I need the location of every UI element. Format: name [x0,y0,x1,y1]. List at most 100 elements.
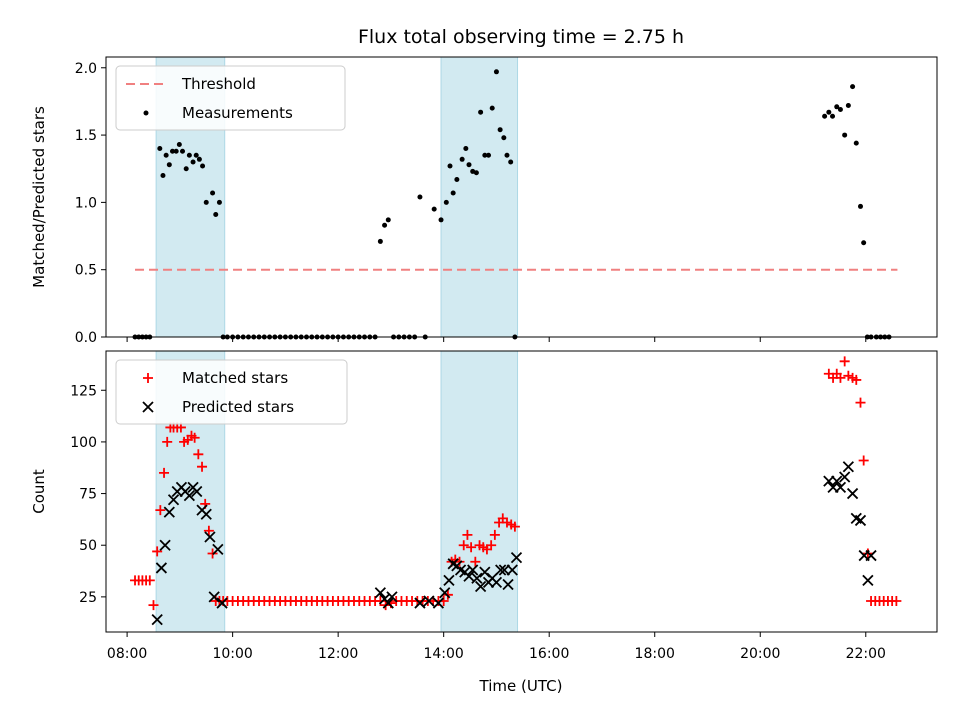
legend-box [115,65,346,131]
measurement-point [478,109,484,115]
predicted-star-point [831,475,843,487]
legend: Matched stars Predicted stars [115,359,348,425]
x-tick-label: 18:00 [635,646,675,662]
predicted-star-point [471,572,483,584]
matched-star-point [203,525,214,536]
measurement-point [385,217,391,223]
observing-interval-2 [440,56,519,338]
predicted-star-point [183,489,196,502]
predicted-star-point [163,506,175,518]
matched-star-point [835,372,846,383]
y-tick-label: 100 [70,435,97,451]
predicted-star-point [467,564,479,576]
bottom-panel: 25 50 75 100 125 Count Matched stars Predicted … [30,350,938,637]
axes-frame [105,56,938,338]
x-tick-label: 14:00 [423,646,463,662]
matched-star-point [489,529,500,540]
legend-swatch [142,401,154,413]
legend-label: Predicted stars [182,398,294,416]
predicted-star-point [212,543,224,555]
matched-star-point [486,540,497,551]
legend-box [115,359,348,425]
measurement-point [203,199,209,205]
matched-star-point [462,529,473,540]
x-tick-label: 08:00 [107,646,147,662]
predicted-star-point [474,580,487,593]
measurement-point [163,152,169,158]
predicted-star-point [423,595,435,607]
legend-label: Matched stars [182,369,288,387]
matched-star-point [152,546,163,557]
matched-star-point [193,449,204,460]
measurement-point [466,162,472,168]
y-tick-label: 0.0 [75,330,97,346]
axes-frame [105,350,938,633]
measurement-point [382,222,388,228]
x-tick-label: 16:00 [529,646,569,662]
predicted-star-point [382,597,394,609]
measurement-point [463,146,469,152]
x-tick-label: 10:00 [212,646,252,662]
predicted-star-point [862,574,874,586]
matched-star-point [858,455,869,466]
measurement-point [486,152,492,158]
measurement-point [504,152,510,158]
legend-swatch [143,110,149,116]
predicted-star-point [159,539,171,551]
measurement-point [190,159,196,165]
y-tick-label: 25 [79,590,97,606]
measurement-point [834,104,840,110]
y-tick-label: 1.5 [75,128,97,144]
matched-star-point [162,436,173,447]
predicted-star-point [200,508,212,520]
measurement-point [822,113,828,119]
predicted-star-point [495,564,507,576]
measurement-point [857,203,863,209]
chart-title: Flux total observing time = 2.75 h [358,26,684,48]
y-tick-label: 0.5 [75,263,97,279]
measurements-series [132,69,892,340]
legend-label: Threshold [181,75,256,93]
predicted-star-point [439,587,451,599]
legend-label: Measurements [182,104,293,122]
measurement-point [417,194,423,200]
measurement-point [842,132,848,138]
matched-star-point [509,521,520,532]
measurement-point [157,146,163,152]
predicted-star-point [151,613,163,626]
predicted-star-point [191,485,203,498]
matched-star-point [851,374,862,385]
measurement-point [454,177,460,182]
matched-star-point [148,600,159,611]
legend-swatch [143,373,153,383]
measurement-point [176,142,182,147]
measurement-point [861,240,867,246]
matched-star-point [891,596,902,607]
measurement-point [193,152,199,158]
measurement-point [450,190,456,196]
observing-interval-2 [440,350,519,633]
measurement-point [459,156,465,162]
measurement-point [173,148,179,154]
predicted-star-point [386,591,398,603]
measurement-point [826,109,832,115]
measurement-point [166,162,172,168]
measurement-point [169,148,175,154]
matched-star-point [189,432,200,443]
matched-star-point [470,556,481,567]
measurement-point [830,113,836,119]
predicted-star-point [510,551,523,564]
measurement-point [431,206,437,212]
x-tick-label: 12:00 [318,646,358,662]
matched-star-point [855,397,866,408]
y-tick-label: 75 [79,487,97,503]
predicted-star-point [432,597,445,609]
measurement-point [482,152,488,158]
matched-star-point [144,575,155,586]
measurement-point [213,212,219,217]
predicted-star-point [502,578,514,591]
predicted-star-point [834,481,847,494]
x-axis-ticks: 08:00 10:00 12:00 14:00 16:00 18:00 20:00 22:00 [107,646,886,662]
predicted-star-point [443,574,455,586]
